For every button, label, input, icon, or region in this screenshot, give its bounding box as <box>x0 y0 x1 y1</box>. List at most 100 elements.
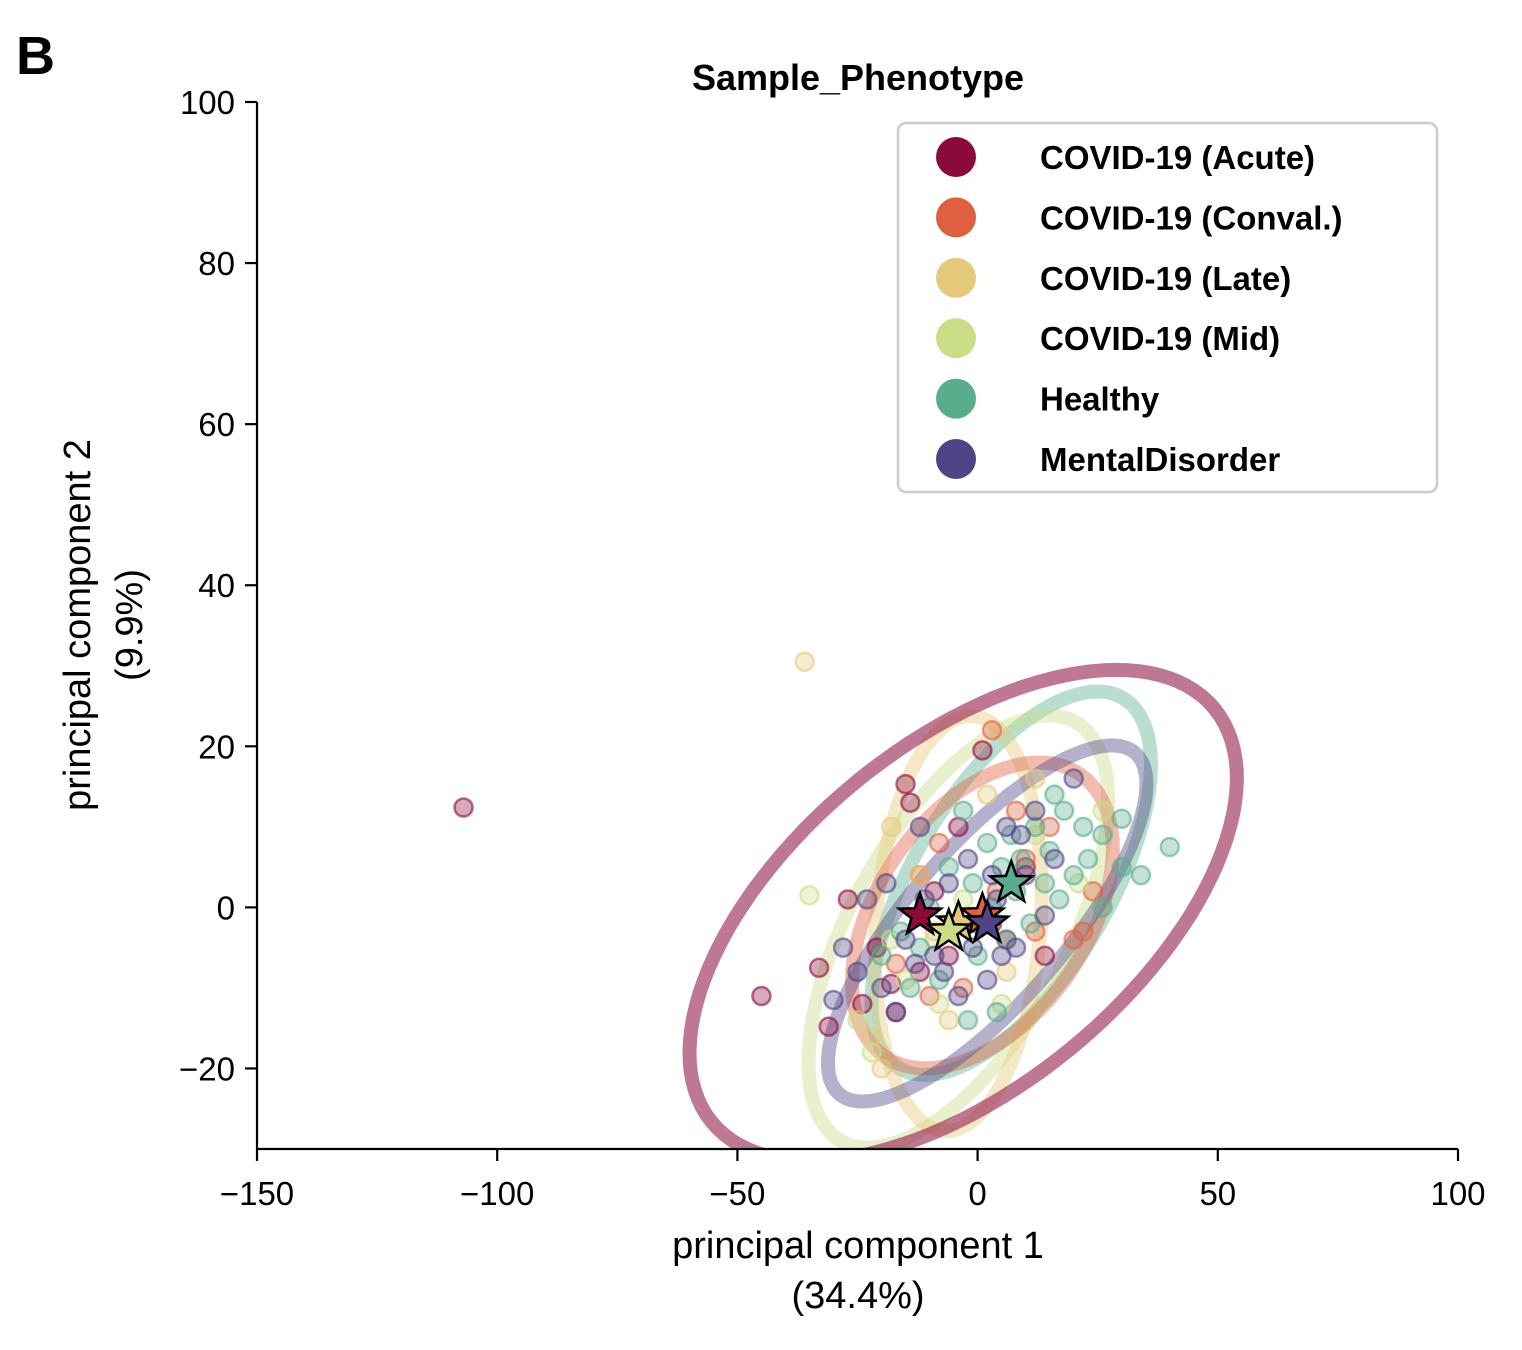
panel-label: B <box>16 26 55 86</box>
data-point <box>1063 768 1084 789</box>
x-tick-label: 100 <box>1430 1175 1485 1212</box>
y-tick-label: 40 <box>198 567 235 604</box>
data-point <box>909 864 931 886</box>
data-point <box>957 1009 979 1031</box>
y-tick-label: 0 <box>217 889 235 926</box>
data-point <box>1034 905 1056 926</box>
data-point <box>818 1016 839 1037</box>
data-point <box>1092 897 1113 918</box>
legend-marker <box>936 137 976 177</box>
data-point <box>794 651 815 672</box>
legend-marker <box>936 197 976 238</box>
y-tick-label: 80 <box>198 245 235 282</box>
data-point <box>976 969 998 991</box>
data-point <box>832 937 854 958</box>
data-point <box>938 872 960 894</box>
data-point <box>871 1058 892 1079</box>
legend-label: COVID-19 (Acute) <box>1040 139 1315 176</box>
data-point <box>823 989 844 1011</box>
data-point <box>1092 824 1113 846</box>
data-point <box>924 945 945 966</box>
centroid-star <box>986 857 1036 905</box>
data-point <box>847 1009 868 1031</box>
centroid-layer <box>895 857 1036 953</box>
data-point <box>904 953 926 975</box>
data-point <box>856 889 878 910</box>
data-point <box>900 977 921 999</box>
x-axis-title-line1: principal component 1 <box>672 1225 1044 1267</box>
axes: −150 −100 −50 0 50 100 −20 0 20 40 60 80 100 <box>179 84 1486 1212</box>
data-point <box>1049 889 1070 910</box>
data-point <box>1053 800 1075 821</box>
data-point <box>986 1001 1008 1023</box>
data-point <box>981 719 1003 741</box>
legend-label: COVID-19 (Conval.) <box>1040 199 1343 236</box>
y-tick-label: 100 <box>180 84 235 121</box>
data-point <box>871 945 892 966</box>
x-tick-label: 0 <box>968 1175 986 1212</box>
x-tick-label: 50 <box>1199 1175 1236 1212</box>
data-point <box>1005 800 1027 821</box>
centroid-star <box>962 897 1012 945</box>
legend-label: Healthy <box>1040 381 1160 418</box>
data-point <box>962 937 984 958</box>
legend: COVID-19 (Acute) COVID-19 (Conval.) COVID-… <box>896 121 1439 494</box>
data-point <box>957 848 979 870</box>
data-point <box>938 1009 960 1031</box>
ellipse-mentaldisorder <box>821 738 1154 1109</box>
data-point <box>962 872 984 894</box>
legend-label: COVID-19 (Late) <box>1040 260 1291 297</box>
data-point <box>928 832 950 854</box>
legend-marker <box>936 257 976 298</box>
data-point <box>1073 921 1094 942</box>
x-tick-label: −50 <box>709 1175 765 1212</box>
data-point <box>885 1001 907 1023</box>
ellipse-covid-19-conval <box>845 755 1120 1076</box>
data-point <box>876 872 897 894</box>
chart-title: Sample_Phenotype <box>692 57 1024 98</box>
data-point <box>1034 945 1056 966</box>
data-point <box>1063 864 1084 886</box>
data-point <box>837 889 859 910</box>
data-point <box>799 885 820 906</box>
data-point <box>1024 800 1046 821</box>
data-point <box>751 985 772 1007</box>
data-point <box>928 993 950 1015</box>
plot-area <box>453 651 1244 1149</box>
data-point <box>948 985 969 1007</box>
legend-frame <box>896 121 1439 494</box>
legend-marker <box>936 378 976 419</box>
y-axis-title-line1: principal component 2 <box>57 439 99 811</box>
data-point <box>991 945 1012 966</box>
x-tick-label: −150 <box>220 1175 294 1212</box>
data-point <box>976 784 998 805</box>
x-ticks: −150 −100 −50 0 50 100 <box>220 1149 1486 1212</box>
x-tick-label: −100 <box>460 1175 534 1212</box>
ellipse-covid-19-acute <box>682 662 1244 1149</box>
legend-marker <box>936 439 976 479</box>
data-point <box>1111 856 1132 878</box>
data-point <box>1010 824 1032 846</box>
data-point <box>1034 872 1056 894</box>
centroid-star <box>924 905 974 953</box>
y-tick-label: 60 <box>198 406 235 443</box>
data-point <box>1077 848 1099 870</box>
data-point <box>1024 768 1046 789</box>
data-point <box>861 1042 883 1063</box>
data-point <box>1044 848 1065 870</box>
x-axis-title-line2: (34.4%) <box>791 1275 924 1317</box>
legend-label: MentalDisorder <box>1040 441 1280 478</box>
legend-marker <box>936 318 976 359</box>
data-point <box>1092 800 1113 821</box>
data-point <box>808 957 830 979</box>
data-point <box>1111 808 1132 830</box>
centroid-star <box>895 889 945 937</box>
data-point <box>1130 864 1152 886</box>
y-tick-label: −20 <box>179 1050 235 1087</box>
data-point <box>453 797 474 818</box>
data-point <box>871 977 892 999</box>
y-axis-title-line2: (9.9%) <box>109 569 151 681</box>
data-point <box>895 773 916 795</box>
y-tick-label: 20 <box>198 728 235 765</box>
